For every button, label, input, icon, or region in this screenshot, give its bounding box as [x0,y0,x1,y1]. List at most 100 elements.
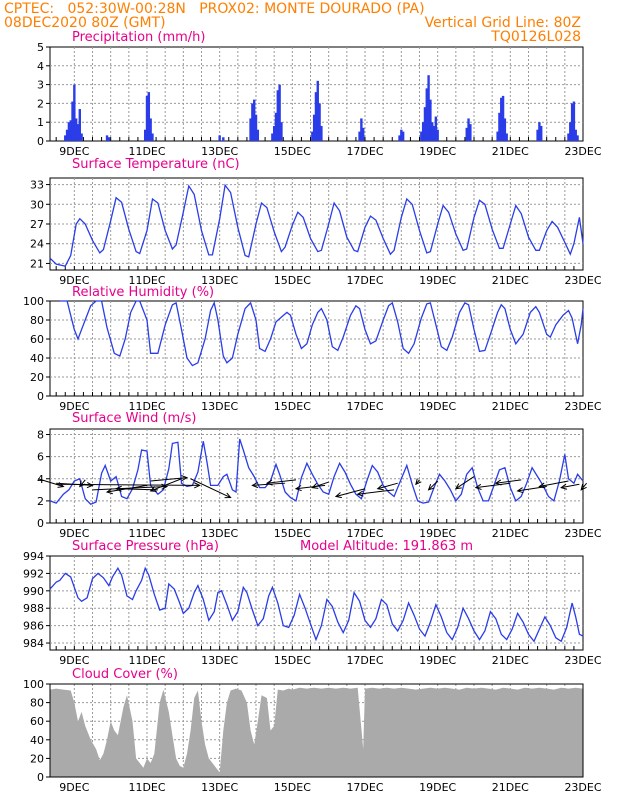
y-tick-label: 986 [23,620,44,633]
precip-bar [272,125,276,141]
wind-arrow [428,480,439,491]
precip-bar [254,114,258,141]
precip-bar [74,118,78,141]
wind-arrow [190,478,231,499]
precip-bar [427,75,430,141]
x-tick-label: 9DEC [59,654,89,667]
header-datetime: 08DEC2020 80Z (GMT) [4,15,166,31]
precip-bar [274,112,278,141]
wind-arrow-head [356,490,364,497]
x-tick-label: 21DEC [492,781,529,794]
precip-bar [71,101,74,141]
y-tick-label: 0 [37,517,44,530]
precip-bar [218,135,221,141]
y-tick-label: 992 [23,567,44,580]
panel-title: Relative Humidity (%) [72,285,214,300]
precip-bar [67,122,71,141]
wind-arrow-head [376,484,384,491]
series-line [49,438,584,505]
x-tick-label: 9DEC [59,527,89,540]
panel-title: Surface Pressure (hPa) [72,539,219,554]
precip-bar [567,133,570,141]
wind-arrow-head [454,483,462,490]
y-tick-label: 994 [23,550,44,563]
precip-bar [78,109,81,141]
x-tick-label: 11DEC [128,654,165,667]
wind-arrow-head [224,492,232,499]
y-tick-label: 100 [23,678,44,691]
y-tick-label: 0 [37,771,44,784]
x-tick-label: 21DEC [492,145,529,158]
wind-arrow [580,482,588,491]
x-tick-label: 15DEC [274,781,311,794]
wind-arrow-head [294,485,302,492]
precip-bar [436,129,439,141]
precip-bar [143,129,147,141]
wind-arrow-head [149,486,157,492]
wind-arrow-head [427,484,435,491]
x-tick-label: 13DEC [201,654,238,667]
panel-title: Cloud Cover (%) [72,667,178,682]
precip-bar [505,133,508,141]
panel-title: Surface Wind (m/s) [72,411,196,426]
series-line [49,566,584,643]
wind-arrow [539,480,569,487]
precip-bar [538,122,541,141]
wind-arrow [357,489,395,495]
x-tick-label: 17DEC [346,654,383,667]
x-tick-label: 11DEC [128,145,165,158]
wind-arrow [475,482,511,489]
header-model-id: TQ0126L028 [491,29,581,45]
wind-arrow-head [538,482,546,489]
wind-arrow-head [474,483,482,490]
plot-frame-overlay [49,683,584,778]
panel-title: Surface Temperature (nC) [72,157,240,172]
x-tick-label: 19DEC [419,400,456,413]
precip-bar [500,97,503,141]
x-tick-label: 15DEC [274,654,311,667]
precip-bar [145,95,149,141]
wind-arrow-head [560,483,568,490]
x-tick-label: 11DEC [128,274,165,287]
wind-arrow [295,484,326,490]
x-tick-label: 9DEC [59,400,89,413]
precip-bar [316,80,319,141]
y-tick-label: 3 [37,79,44,92]
precip-bar [312,114,316,141]
x-tick-label: 9DEC [59,145,89,158]
precip-bar [311,131,314,141]
precip-bar [432,125,436,141]
precip-bar [503,118,507,141]
y-tick-label: 80 [30,697,44,710]
precip-bar [361,127,365,141]
precip-bar [467,118,470,141]
precip-bar [401,131,405,141]
x-tick-label: 19DEC [419,654,456,667]
series-line [49,183,584,267]
wind-arrow-head [265,479,273,486]
precip-bar [64,135,67,141]
y-tick-label: 40 [30,352,44,365]
x-tick-label: 17DEC [346,145,383,158]
wind-arrow-head [334,492,342,499]
wind-arrow [561,483,580,489]
precip-bar [574,129,577,141]
precip-bar [569,122,572,141]
x-tick-label: 23DEC [564,654,601,667]
x-tick-label: 17DEC [346,527,383,540]
panel-3: 0 20 40 60 80 100 9DEC 11DEC 13DEC 15DEC 17DEC 19DE… [23,285,602,413]
wind-arrow [455,476,475,490]
series-line [59,300,584,367]
y-tick-label: 0 [37,390,44,403]
wind-arrow [495,479,522,484]
header-location: CPTEC: 052:30W-00:28N PROX02: MONTE DOUR… [4,1,425,17]
precip-bar [398,135,401,141]
y-tick-label: 990 [23,585,44,598]
wind-arrow [56,483,200,486]
plot-frame [49,428,584,524]
x-tick-label: 21DEC [492,274,529,287]
wind-arrow-head [415,478,422,486]
plot-frame [49,555,584,651]
precip-bar [536,129,539,141]
